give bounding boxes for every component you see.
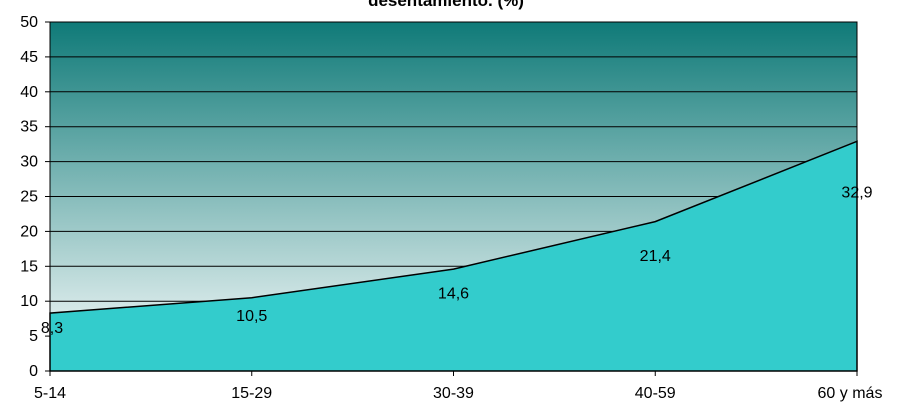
data-label: 32,9 — [841, 185, 872, 202]
data-labels: 8,3 10,5 14,6 21,4 32,9 — [41, 185, 873, 338]
y-tick-label: 20 — [20, 223, 38, 240]
x-axis-ticks: 5-14 15-29 30-39 40-59 60 y más — [34, 371, 882, 402]
y-tick-label: 5 — [29, 328, 38, 345]
y-tick-label: 25 — [20, 189, 38, 206]
y-tick-label: 50 — [20, 14, 38, 31]
area-series — [49, 140, 858, 372]
y-axis-ticks: 0 5 10 15 20 25 30 35 40 45 50 — [20, 14, 50, 380]
x-tick-label: 40-59 — [635, 385, 676, 402]
chart-title: desentamiento. (%) — [368, 0, 524, 10]
x-tick-label: 30-39 — [433, 385, 474, 402]
y-tick-label: 40 — [20, 84, 38, 101]
y-tick-label: 45 — [20, 49, 38, 66]
data-label: 10,5 — [236, 308, 267, 325]
y-tick-label: 0 — [29, 363, 38, 380]
y-tick-label: 30 — [20, 154, 38, 171]
data-label: 21,4 — [640, 248, 671, 265]
data-label: 8,3 — [41, 320, 63, 337]
x-tick-label: 5-14 — [34, 385, 66, 402]
x-tick-label: 15-29 — [231, 385, 272, 402]
y-tick-label: 10 — [20, 293, 38, 310]
data-label: 14,6 — [438, 285, 469, 302]
y-tick-label: 35 — [20, 119, 38, 136]
x-tick-label: 60 y más — [818, 385, 883, 402]
y-tick-label: 15 — [20, 258, 38, 275]
